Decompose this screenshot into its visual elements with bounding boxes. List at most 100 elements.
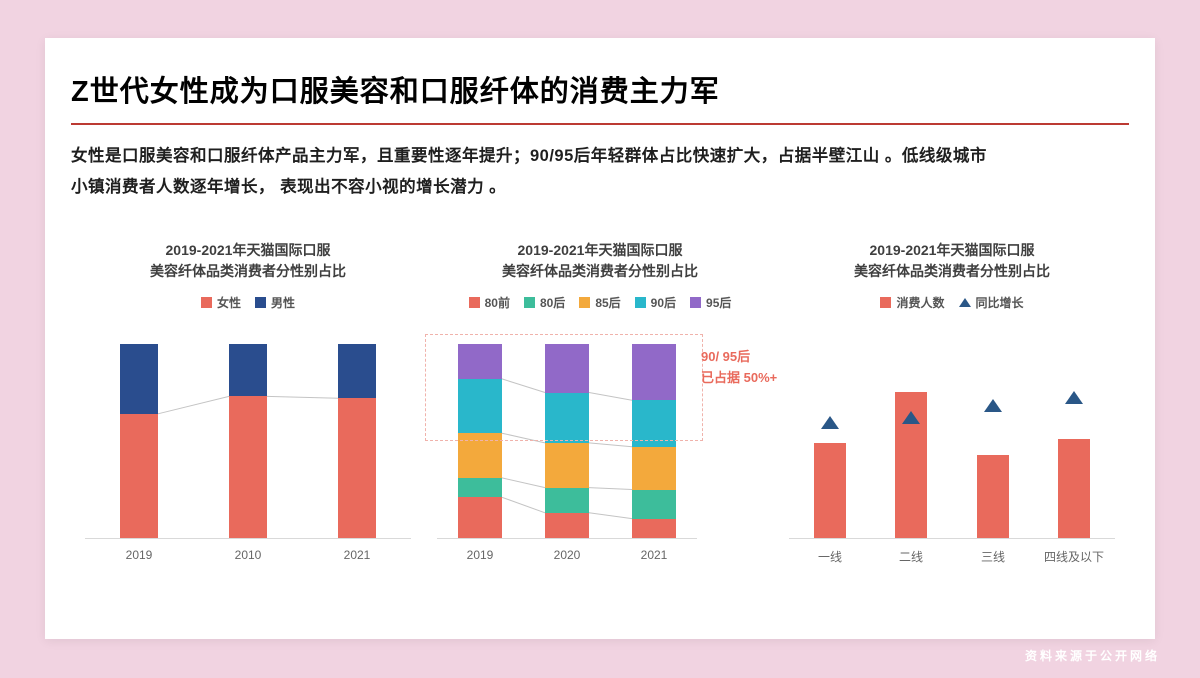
bar-segment [632, 447, 676, 491]
legend-label: 同比增长 [975, 295, 1024, 310]
slide-card: Z世代女性成为口服美容和口服纤体的消费主力军 女性是口服美容和口服纤体产品主力军… [45, 38, 1155, 639]
legend-label: 80前 [484, 295, 510, 310]
bar-segment [632, 344, 676, 401]
bar-segment [545, 513, 589, 539]
consumer-count-bar [1058, 439, 1090, 539]
x-axis-label: 二线 [898, 550, 924, 565]
bar-segment [120, 414, 158, 539]
bar-segment [338, 398, 376, 539]
bar-segment [338, 344, 376, 399]
bar-segment [458, 379, 502, 434]
x-axis-label: 2021 [640, 548, 668, 563]
legend-label: 男性 [271, 295, 296, 310]
plot-area: 90/ 95后 已占据 50%+ [425, 334, 777, 540]
legend-label: 95后 [706, 295, 732, 310]
x-axis-label: 三线 [980, 550, 1006, 565]
consumer-count-bar [977, 455, 1009, 539]
chart-gender-share: 2019-2021年天猫国际口服 美容纤体品类消费者分性别占比 女性 男性 201… [85, 240, 411, 568]
chart-legend: 女性 男性 [85, 294, 411, 310]
x-axis-label: 2019 [466, 548, 494, 563]
x-axis-label: 2020 [553, 548, 581, 563]
bar-segment [229, 344, 267, 397]
source-note: 资料来源于公开网络 [1024, 649, 1160, 663]
triangle-marker-icon [958, 297, 971, 307]
legend-item: 80前 [468, 294, 510, 311]
legend-item: 女性 [200, 294, 241, 311]
plot-inner [425, 334, 703, 540]
chart-title: 2019-2021年天猫国际口服 美容纤体品类消费者分性别占比 [437, 240, 763, 282]
x-axis-labels: 一线 二线 三线 四线及以下 [789, 548, 1115, 568]
stacked-bar [338, 344, 376, 539]
bar-segment [632, 519, 676, 539]
legend-label: 85后 [595, 295, 621, 310]
chart-title-line-1: 2019-2021年天猫国际口服 [517, 242, 683, 259]
x-axis-label: 2019 [125, 548, 153, 563]
charts-row: 2019-2021年天猫国际口服 美容纤体品类消费者分性别占比 女性 男性 201… [71, 240, 1129, 568]
legend-swatch-icon [468, 296, 480, 308]
bar-segment [545, 443, 589, 489]
chart-title-line-2: 美容纤体品类消费者分性别占比 [854, 263, 1050, 280]
stacked-bar [229, 344, 267, 539]
x-axis-label: 2021 [343, 548, 371, 563]
x-axis-labels: 2019 2010 2021 [85, 548, 411, 568]
bar-segment [545, 488, 589, 514]
consumer-count-bar [814, 443, 846, 539]
legend-swatch-icon [690, 296, 702, 308]
legend-item: 同比增长 [958, 294, 1024, 311]
growth-triangle-marker-icon [1065, 391, 1083, 405]
chart-legend: 80前 80后 85后 90后 95后 [437, 294, 763, 310]
bar-segment [120, 344, 158, 415]
plot-area [85, 344, 411, 540]
stacked-bar [120, 344, 158, 539]
annotation-line-2: 已占据 50%+ [701, 370, 778, 386]
bar-segment [458, 497, 502, 539]
intro-line-2: 小镇消费者人数逐年增长， 表现出不容小视的增长潜力 。 [71, 177, 507, 196]
stacked-bar [545, 344, 589, 539]
legend-label: 消费人数 [896, 295, 945, 310]
chart-title-line-1: 2019-2021年天猫国际口服 [869, 242, 1035, 259]
intro-text: 女性是口服美容和口服纤体产品主力军，且重要性逐年提升；90/95后年轻群体占比快… [71, 141, 1129, 202]
plot-inner [789, 344, 1115, 540]
bar-segment [229, 396, 267, 539]
chart-title-line-1: 2019-2021年天猫国际口服 [165, 242, 331, 259]
legend-swatch-icon [579, 296, 591, 308]
legend-label: 90后 [650, 295, 677, 310]
chart-title: 2019-2021年天猫国际口服 美容纤体品类消费者分性别占比 [789, 240, 1115, 282]
legend-swatch-icon [523, 296, 535, 308]
legend-item: 80后 [523, 294, 565, 311]
plot-inner [85, 344, 411, 540]
legend-swatch-icon [255, 296, 266, 308]
bar-segment [545, 344, 589, 394]
bar-segment [458, 478, 502, 498]
annotation-line-1: 90/ 95后 [701, 349, 751, 365]
legend-item: 90后 [634, 294, 677, 311]
legend-swatch-icon [634, 296, 646, 308]
plot-area [789, 344, 1115, 540]
annotation-90-95: 90/ 95后 已占据 50%+ [701, 346, 777, 389]
legend-swatch-icon [880, 296, 892, 308]
bar-segment [458, 344, 502, 380]
bar-segment [458, 433, 502, 479]
stacked-bar [632, 344, 676, 539]
x-axis-labels: 2019 2020 2021 [437, 548, 697, 568]
x-axis-label: 四线及以下 [1043, 550, 1105, 565]
chart-city-tier: 2019-2021年天猫国际口服 美容纤体品类消费者分性别占比 消费人数 同比增长… [789, 240, 1115, 568]
bar-segment [632, 490, 676, 520]
chart-title-line-2: 美容纤体品类消费者分性别占比 [502, 263, 698, 280]
chart-title: 2019-2021年天猫国际口服 美容纤体品类消费者分性别占比 [85, 240, 411, 282]
bar-segment [545, 393, 589, 444]
legend-item: 消费人数 [880, 294, 945, 311]
growth-triangle-marker-icon [821, 416, 839, 430]
x-axis-label: 2010 [234, 548, 262, 563]
legend-label: 女性 [216, 295, 241, 310]
growth-triangle-marker-icon [902, 411, 920, 425]
chart-title-line-2: 美容纤体品类消费者分性别占比 [150, 263, 346, 280]
bar-segment [632, 400, 676, 448]
growth-triangle-marker-icon [984, 399, 1002, 413]
legend-item: 男性 [255, 294, 295, 311]
chart-age-share: 2019-2021年天猫国际口服 美容纤体品类消费者分性别占比 80前 80后 85… [425, 240, 777, 568]
page-title: Z世代女性成为口服美容和口服纤体的消费主力军 [71, 76, 720, 108]
x-axis-label: 一线 [817, 550, 843, 565]
title-divider [71, 123, 1129, 125]
